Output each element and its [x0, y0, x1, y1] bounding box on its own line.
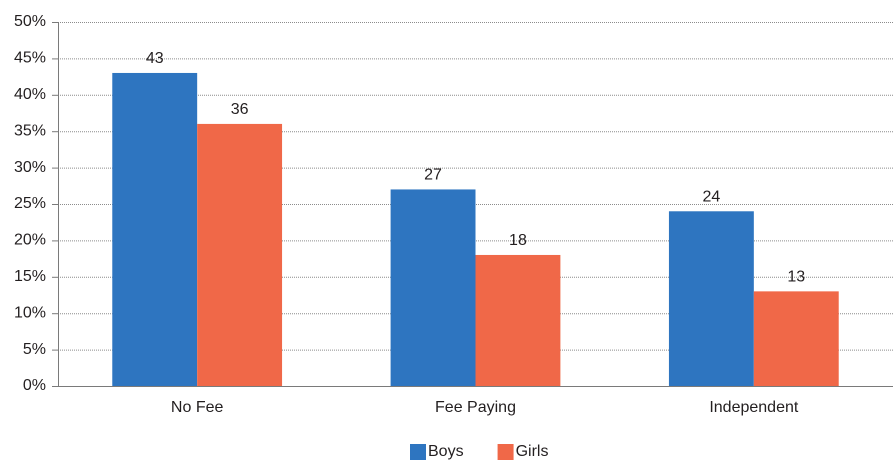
y-tick-label: 30% [14, 159, 46, 176]
legend-label: Girls [516, 443, 549, 460]
bar [197, 123, 283, 387]
y-tick-label: 45% [14, 50, 46, 67]
x-tick-label: Independent [709, 399, 799, 416]
data-label: 43 [146, 50, 164, 67]
y-tick-label: 35% [14, 122, 46, 139]
y-tick-label: 25% [14, 195, 46, 212]
bar [668, 211, 754, 386]
y-tick-label: 0% [23, 377, 46, 394]
y-tick-label: 20% [14, 232, 46, 249]
y-tick-label: 10% [14, 304, 46, 321]
y-tick-label: 40% [14, 86, 46, 103]
bar [112, 72, 198, 387]
bar [475, 254, 561, 386]
data-label: 13 [787, 269, 805, 286]
data-label: 36 [231, 101, 249, 118]
x-tick-label: Fee Paying [435, 399, 516, 416]
y-tick-label: 5% [23, 341, 46, 358]
legend-label: Boys [428, 443, 464, 460]
y-tick-label: 15% [14, 268, 46, 285]
bar [390, 189, 476, 386]
y-tick-label: 50% [14, 13, 46, 30]
x-tick-label: No Fee [171, 399, 224, 416]
legend-swatch [410, 444, 426, 460]
legend-swatch [497, 444, 514, 460]
data-label: 24 [702, 188, 720, 205]
bar [753, 291, 839, 386]
data-label: 18 [509, 232, 527, 249]
data-label: 27 [424, 167, 442, 184]
